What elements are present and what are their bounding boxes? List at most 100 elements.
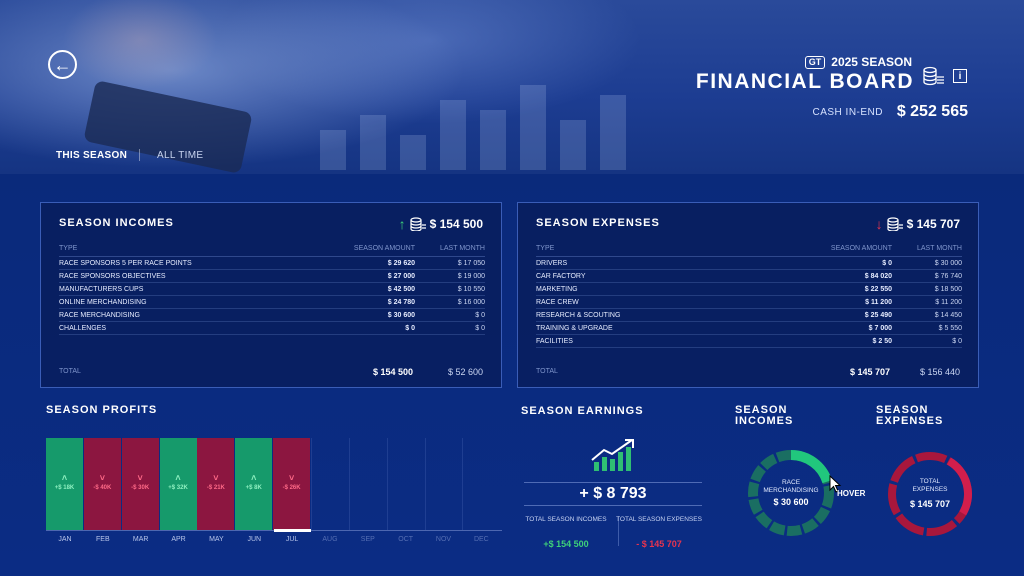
table-row[interactable]: MARKETING $ 22 550 $ 18 500	[536, 282, 962, 296]
incomes-donut[interactable]: RACE MERCHANDISING $ 30 600	[745, 447, 837, 539]
tab-all-time[interactable]: ALL TIME	[157, 150, 204, 161]
expenses-donut-ring	[888, 452, 972, 537]
info-icon[interactable]: i	[953, 69, 967, 83]
col-season-amount: SEASON AMOUNT	[320, 243, 415, 257]
month-label[interactable]: JUN	[247, 536, 262, 543]
row-last: $ 16 000	[415, 295, 485, 309]
row-season: $ 11 200	[797, 295, 892, 309]
profit-bar-label: +$ 32K	[168, 485, 188, 491]
row-type: MANUFACTURERS CUPS	[59, 282, 320, 296]
chevron-down-icon: ˅	[99, 473, 105, 483]
row-type: RACE MERCHANDISING	[59, 308, 320, 322]
table-row[interactable]: CAR FACTORY $ 84 020 $ 76 740	[536, 269, 962, 283]
month-label[interactable]: NOV	[435, 536, 452, 543]
month-label[interactable]: AUG	[322, 536, 338, 543]
profit-bar[interactable]: ˅ -$ 30K	[121, 438, 159, 530]
table-row[interactable]: RESEARCH & SCOUTING $ 25 490 $ 14 450	[536, 308, 962, 322]
month-label[interactable]: OCT	[398, 536, 414, 543]
panel-title: SEASON EXPENSES	[536, 217, 660, 229]
profit-bar-label: -$ 40K	[93, 485, 112, 491]
coins-icon	[887, 217, 903, 231]
table-row[interactable]: CHALLENGES $ 0 $ 0	[59, 321, 485, 335]
row-last: $ 14 450	[892, 308, 962, 322]
coins-icon	[923, 66, 944, 86]
row-last: $ 76 740	[892, 269, 962, 283]
row-type: RACE SPONSORS OBJECTIVES	[59, 269, 320, 283]
panel-total-value: $ 154 500	[429, 217, 483, 231]
profit-bar[interactable]: ˄ +$ 18K	[46, 438, 83, 530]
tab-this-season[interactable]: THIS SEASON	[56, 150, 128, 161]
profit-bar-label: -$ 26K	[282, 485, 301, 491]
donut-center-label: TOTAL EXPENSES	[912, 478, 948, 493]
profit-bar[interactable]: ˅ -$ 40K	[83, 438, 121, 530]
chevron-down-icon: ˅	[137, 473, 143, 483]
table-row[interactable]: RACE SPONSORS 5 PER RACE POINTS $ 29 620 $…	[59, 256, 485, 270]
month-label[interactable]: MAR	[132, 536, 149, 543]
row-season: $ 42 500	[320, 282, 415, 296]
row-last: $ 19 000	[415, 269, 485, 283]
col-last-month: LAST MONTH	[892, 243, 962, 257]
arrow-down-icon: ↓	[875, 216, 883, 232]
row-type: FACILITIES	[536, 334, 797, 348]
row-season: $ 25 490	[797, 308, 892, 322]
tab-divider	[139, 149, 140, 161]
month-label[interactable]: JUL	[285, 536, 299, 543]
row-season: $ 0	[797, 256, 892, 270]
table-row[interactable]: RACE MERCHANDISING $ 30 600 $ 0	[59, 308, 485, 322]
row-last: $ 18 500	[892, 282, 962, 296]
table-row[interactable]: TRAINING & UPGRADE $ 7 000 $ 5 550	[536, 321, 962, 335]
row-last: $ 0	[415, 321, 485, 335]
earnings-incomes-value: +$ 154 500	[543, 539, 589, 549]
profit-bar[interactable]: ˄ +$ 32K	[159, 438, 197, 530]
cursor-icon	[829, 475, 842, 493]
table-row[interactable]: RACE SPONSORS OBJECTIVES $ 27 000 $ 19 000	[59, 269, 485, 283]
total-row: TOTAL $ 154 500 $ 52 600	[59, 367, 483, 377]
table-row[interactable]: MANUFACTURERS CUPS $ 42 500 $ 10 550	[59, 282, 485, 296]
table-row[interactable]: ONLINE MERCHANDISING $ 24 780 $ 16 000	[59, 295, 485, 309]
profit-bar[interactable]: ˄ +$ 8K	[235, 438, 273, 530]
season-line: GT 2025 SEASON	[804, 55, 912, 69]
row-season: $ 2 50	[797, 334, 892, 348]
month-label[interactable]: SEP	[360, 536, 375, 543]
row-last: $ 30 000	[892, 256, 962, 270]
coins-icon	[410, 217, 426, 231]
row-last: $ 17 050	[415, 256, 485, 270]
month-label[interactable]: FEB	[96, 536, 110, 543]
season-incomes-panel: SEASON INCOMES ↑ $ 154 500 TYPE SEASON A…	[40, 202, 502, 388]
row-last: $ 0	[415, 308, 485, 322]
profits-chart: ˄ +$ 18K ˅ -$ 40K ˅ -$ 30K ˄ +$ 32K ˅ -$ 21K ˄ +$ 8…	[46, 438, 502, 532]
row-type: TRAINING & UPGRADE	[536, 321, 797, 335]
table-row[interactable]: RACE CREW $ 11 200 $ 11 200	[536, 295, 962, 309]
table-row[interactable]: FACILITIES $ 2 50 $ 0	[536, 334, 962, 348]
grid-line	[462, 438, 464, 530]
incomes-donut-ring	[748, 450, 834, 536]
back-button[interactable]: ←	[48, 50, 77, 79]
row-type: CAR FACTORY	[536, 269, 797, 283]
row-season: $ 7 000	[797, 321, 892, 335]
chevron-up-icon: ˄	[251, 473, 257, 483]
month-label[interactable]: MAY	[209, 536, 224, 543]
col-type: TYPE	[59, 243, 320, 257]
profit-bar[interactable]: ˅ -$ 26K	[273, 438, 311, 530]
earnings-value: + $ 8 793	[524, 482, 702, 506]
grid-line	[424, 438, 426, 530]
panel-title: SEASON INCOMES	[59, 217, 174, 229]
month-label[interactable]: APR	[171, 536, 186, 543]
profit-bar[interactable]: ˅ -$ 21K	[197, 438, 235, 530]
earnings-divider	[618, 516, 619, 546]
row-type: ONLINE MERCHANDISING	[59, 295, 320, 309]
table-row[interactable]: DRIVERS $ 0 $ 30 000	[536, 256, 962, 270]
row-type: RACE CREW	[536, 295, 797, 309]
gt-logo: GT	[804, 55, 826, 69]
donut-center-label: RACE MERCHANDISING	[763, 479, 819, 494]
donut-center-value: $ 145 707	[909, 499, 951, 509]
donut-incomes-title: SEASON INCOMES	[735, 404, 794, 427]
growth-chart-icon	[591, 439, 634, 471]
month-label[interactable]: JAN	[58, 536, 72, 543]
incomes-table: TYPE SEASON AMOUNT LAST MONTH RACE SPONS…	[59, 243, 485, 335]
cash-label: CASH IN-END	[812, 107, 883, 118]
page-title: FINANCIAL BOARD	[695, 70, 914, 93]
month-label[interactable]: DEC	[473, 536, 489, 543]
row-last: $ 10 550	[415, 282, 485, 296]
expenses-donut[interactable]: TOTAL EXPENSES $ 145 707	[884, 448, 976, 540]
